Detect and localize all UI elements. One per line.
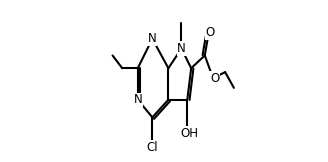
Text: N: N xyxy=(133,93,142,106)
Text: N: N xyxy=(177,42,186,55)
Text: Cl: Cl xyxy=(147,141,158,154)
Text: N: N xyxy=(148,32,157,45)
Text: OH: OH xyxy=(180,127,198,140)
Text: O: O xyxy=(205,26,215,39)
Text: O: O xyxy=(210,72,219,85)
